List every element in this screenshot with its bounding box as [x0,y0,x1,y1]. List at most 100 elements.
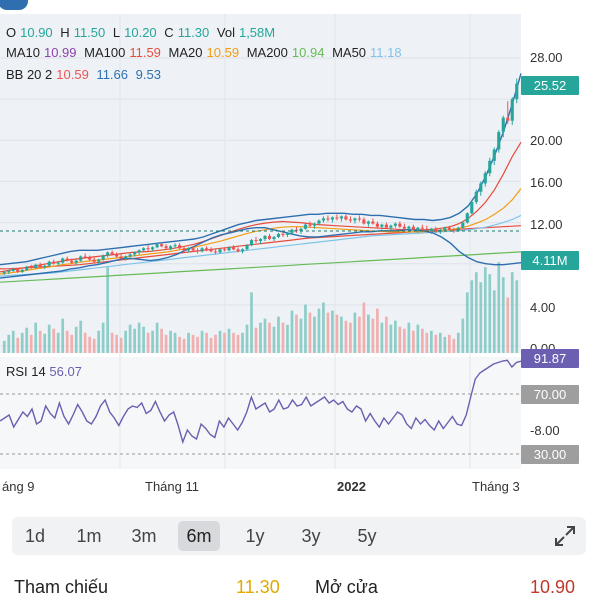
candle-body [326,218,330,220]
candle-body [429,228,433,231]
y-tick-20: 20.00 [530,133,563,148]
volume-bar [196,336,199,353]
volume-bar [515,280,519,353]
range-button-3m[interactable]: 3m [131,526,157,546]
candle-body [416,227,420,230]
top-toolbar-button[interactable] [0,0,28,10]
bb-upper-line [0,73,522,266]
rsi-y-tick: -8.00 [530,423,560,438]
x-tick-thang9: áng 9 [2,479,35,494]
candle-body [106,252,110,256]
candle-body [258,239,263,242]
candle-body [461,222,465,228]
range-button-1m[interactable]: 1m [76,526,102,546]
candle-body [393,223,397,226]
volume-bar [268,322,271,353]
candle-body [222,249,227,251]
low-label: L [112,25,121,40]
y-tick-28: 28.00 [530,50,563,65]
volume-bar [128,324,132,353]
candle-body [402,226,406,229]
expand-icon[interactable] [553,524,577,548]
open-price-value: 10.90 [530,577,576,597]
candle-body [294,229,299,231]
volume-bar [380,322,384,353]
candle-body [92,259,96,262]
volume-value: 1,58M [238,25,276,40]
price-panel-bg [0,14,521,353]
volume-bar [25,327,29,353]
volume-bar [277,316,280,353]
volume-bar [335,314,339,353]
volume-bar [416,324,420,353]
range-button-5y[interactable]: 5y [357,526,377,546]
volume-bar [236,334,240,353]
volume-bar [317,308,321,353]
range-button-6m[interactable]: 6m [178,521,220,551]
close-label: C [164,25,174,40]
x-tick-2022: 2022 [337,479,366,494]
candle-body [2,271,6,273]
ma200-line [0,251,522,283]
volume-bar [344,320,348,353]
volume-bar [290,310,294,353]
volume-bar [492,290,496,353]
low-value: 10.20 [124,25,157,40]
candle-body [200,248,204,252]
candle-body [290,229,294,233]
rsi-last-tag: 91.87 [521,349,579,368]
volume-bar [173,332,177,353]
candle-body [375,223,379,227]
volume-bar [425,332,429,353]
volume-bar [304,304,307,353]
volume-bar [407,322,411,353]
rsi-label: RSI 14 [6,364,46,379]
candle-body [191,248,195,251]
ma50-line [0,214,522,277]
volume-bar [7,334,11,353]
volume-bar [119,337,123,353]
candle-body [312,223,317,226]
high-value: 11.50 [73,25,106,40]
volume-bars [2,262,519,353]
candle-body [488,160,492,174]
bb-middle-line [0,141,522,273]
volume-bar [146,332,150,353]
candle-body [443,227,447,230]
volume-bar [362,302,366,353]
summary-row: Tham chiếu 11.30 Mở cửa 10.90 [0,573,600,600]
volume-bar [34,322,38,353]
volume-bar [479,282,483,353]
volume-bar [385,316,388,353]
candle-body [425,228,429,231]
candle-body [47,261,51,266]
candle-body [209,249,213,252]
candle-body [101,255,105,260]
range-button-3y[interactable]: 3y [301,526,321,546]
candle-body [308,224,312,226]
candle-body [285,232,290,235]
range-button-1y[interactable]: 1y [245,526,265,546]
rsi-panel-bg [0,357,521,469]
volume-bar [137,322,141,353]
candle-body [137,250,141,253]
volume-bar [115,334,118,353]
candle-body [128,254,132,257]
y-tick-16: 16.00 [530,175,563,190]
volume-bar [38,330,42,353]
range-button-1d[interactable]: 1d [24,526,46,546]
volume-bar [497,262,501,353]
candle-body [218,249,222,253]
candle-body [366,221,370,224]
ma-legend: MA10 10.99 MA100 11.59 MA20 10.59 MA200 10.9… [6,45,406,60]
volume-bar [47,324,51,353]
ma50-label: MA50 [332,45,367,60]
volume-bar [272,326,276,353]
candle-body [245,245,249,250]
volume-bar [398,326,402,353]
volume-bar [295,314,298,353]
volume-bar [434,334,438,353]
volume-bar [259,322,262,353]
bb-label: BB 20 2 [6,67,53,82]
candle-body [61,258,65,263]
